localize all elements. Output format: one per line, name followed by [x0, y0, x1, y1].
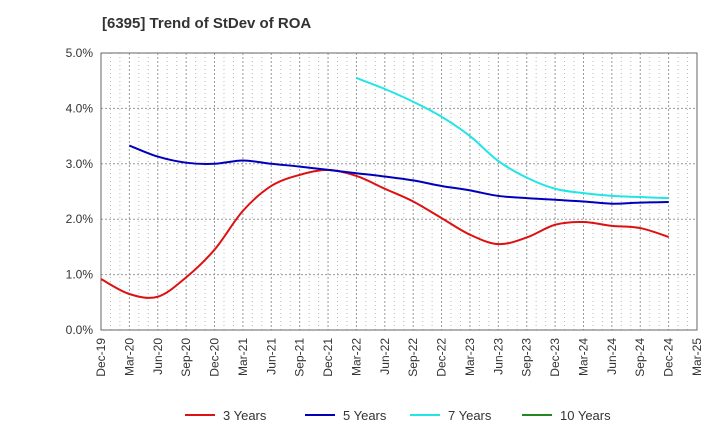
x-tick-label: Jun-22: [378, 338, 392, 375]
x-tick-label: Jun-21: [264, 338, 278, 375]
x-tick-label: Jun-23: [491, 338, 505, 375]
y-tick-label: 3.0%: [66, 157, 94, 171]
legend: 3 Years 5 Years 7 Years 10 Years: [185, 408, 611, 423]
x-tick-label: Sep-21: [293, 338, 307, 377]
x-tick-label: Jun-24: [605, 338, 619, 375]
plot-border: [100, 52, 698, 331]
series-line-5-years: [129, 144, 669, 205]
x-tick-label: Dec-22: [435, 338, 449, 377]
y-tick-label: 4.0%: [66, 101, 94, 115]
series-line-3-years: [100, 168, 669, 299]
x-tick-label: Mar-21: [236, 338, 250, 376]
x-tick-label: Sep-23: [520, 338, 534, 377]
x-tick-label: Mar-25: [690, 338, 704, 376]
plot-background: [101, 53, 697, 330]
y-tick-label: 0.0%: [66, 323, 94, 337]
series-line-7-years: [356, 76, 669, 200]
legend-label: 10 Years: [560, 408, 611, 423]
x-tick-label: Sep-22: [406, 338, 420, 377]
x-tick-label: Mar-23: [463, 338, 477, 376]
chart-title: [6395] Trend of StDev of ROA: [102, 15, 311, 32]
x-tick-label: Dec-23: [548, 338, 562, 377]
plot-area: Dec-19 Mar-20 Jun-20 Sep-20 Dec-20 Mar-21 Jun-…: [66, 46, 704, 377]
y-tick-label: 5.0%: [66, 46, 94, 60]
y-tick-label: 2.0%: [66, 212, 94, 226]
x-tick-label: Dec-24: [662, 338, 676, 377]
x-tick-label: Mar-22: [349, 338, 363, 376]
legend-label: 5 Years: [343, 408, 387, 423]
y-tick-label: 1.0%: [66, 268, 94, 282]
legend-label: 7 Years: [448, 408, 492, 423]
x-tick-label: Mar-24: [576, 338, 590, 376]
x-tick-label: Dec-20: [208, 338, 222, 377]
x-tick-label: Dec-21: [321, 338, 335, 377]
x-tick-label: Sep-24: [633, 338, 647, 377]
x-tick-label: Jun-20: [151, 338, 165, 375]
x-tick-label: Sep-20: [179, 338, 193, 377]
x-tick-label: Dec-19: [94, 338, 108, 377]
x-tick-label: Mar-20: [122, 338, 136, 376]
legend-label: 3 Years: [223, 408, 267, 423]
